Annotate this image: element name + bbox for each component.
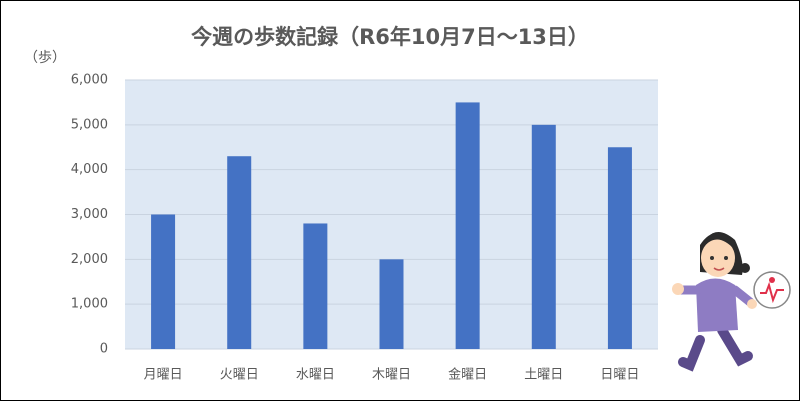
y-tick-label: 6,000: [71, 73, 108, 88]
y-tick-label: 0: [100, 342, 108, 357]
y-tick-label: 2,000: [71, 252, 108, 267]
illustration: [672, 232, 791, 372]
bar: [607, 147, 632, 349]
y-tick-label: 5,000: [71, 117, 108, 132]
y-axis-label: （歩）: [24, 50, 66, 66]
x-tick-label: 火曜日: [220, 368, 259, 383]
y-tick-label: 4,000: [71, 162, 108, 177]
bar: [455, 102, 480, 350]
x-tick-label: 水曜日: [296, 368, 335, 383]
bar: [531, 124, 556, 349]
x-tick-label: 木曜日: [372, 368, 411, 383]
y-tick-label: 3,000: [71, 207, 108, 222]
x-tick-label: 金曜日: [448, 367, 487, 383]
bar: [151, 214, 176, 349]
x-tick-label: 月曜日: [144, 368, 183, 383]
bar: [227, 156, 252, 349]
y-tick-label: 1,000: [71, 297, 108, 312]
bar: [379, 259, 404, 349]
chart-title: 今週の歩数記録（R6年10月7日～13日）: [191, 25, 589, 49]
x-tick-label: 日曜日: [600, 368, 639, 383]
x-tick-label: 土曜日: [524, 368, 563, 383]
bar: [303, 223, 328, 349]
